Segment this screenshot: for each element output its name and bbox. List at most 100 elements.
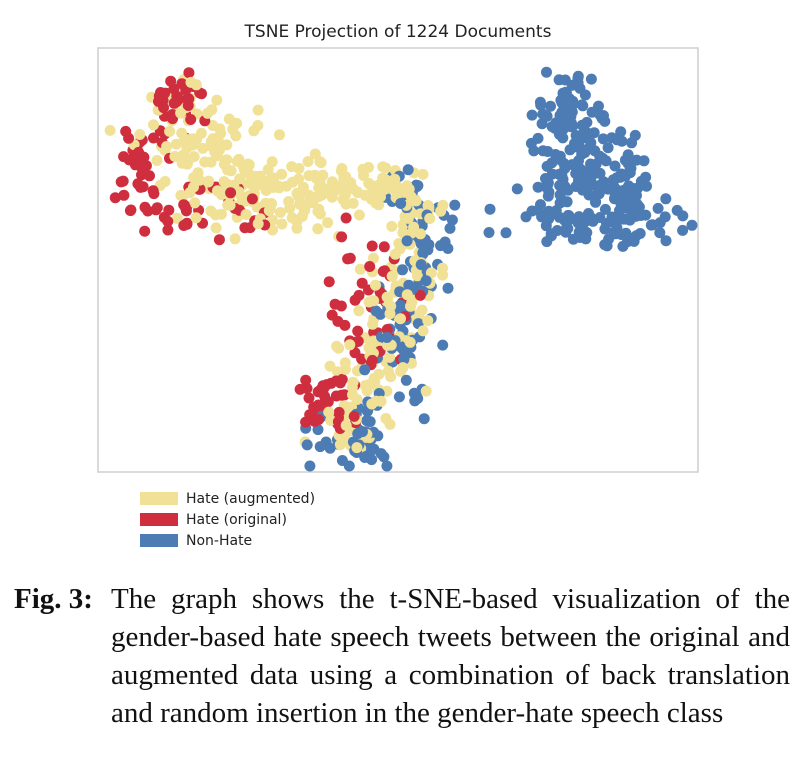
point-hate-augmented	[389, 248, 401, 260]
point-non-hate	[544, 209, 556, 221]
point-hate-original	[183, 67, 195, 79]
legend-label-hate-original: Hate (original)	[186, 511, 287, 528]
point-hate-augmented	[175, 107, 187, 119]
point-hate-original	[147, 185, 159, 197]
point-hate-original	[167, 113, 179, 125]
point-hate-augmented	[276, 218, 288, 230]
legend-label-non-hate: Non-Hate	[186, 532, 253, 549]
point-non-hate	[542, 190, 554, 202]
point-hate-original	[118, 189, 130, 201]
point-hate-augmented	[211, 94, 223, 106]
point-hate-augmented	[415, 228, 426, 240]
point-non-hate	[561, 222, 573, 234]
point-non-hate	[579, 89, 591, 101]
point-hate-augmented	[417, 325, 429, 337]
point-non-hate	[579, 170, 591, 182]
point-hate-original	[344, 252, 356, 264]
point-non-hate	[554, 189, 566, 201]
point-hate-augmented	[353, 305, 365, 317]
point-non-hate	[395, 198, 407, 209]
point-non-hate	[578, 224, 590, 236]
legend-label-hate-augmented: Hate (augmented)	[186, 490, 316, 507]
point-hate-original	[303, 392, 315, 404]
scatter-plot	[97, 47, 699, 473]
point-non-hate	[619, 213, 631, 225]
point-non-hate	[583, 189, 595, 201]
point-hate-original	[300, 416, 312, 428]
point-non-hate	[398, 353, 410, 365]
point-hate-original	[151, 202, 163, 214]
point-hate-augmented	[218, 176, 230, 188]
point-non-hate	[409, 395, 421, 407]
point-hate-augmented	[187, 139, 199, 151]
point-hate-augmented	[334, 439, 346, 451]
point-hate-augmented	[248, 125, 260, 137]
figure-label: Fig. 3:	[14, 583, 93, 615]
point-non-hate	[537, 145, 549, 157]
figure-caption: Fig. 3: The graph shows the t-SNE-based …	[14, 580, 790, 732]
point-hate-original	[318, 382, 330, 394]
point-hate-original	[213, 234, 225, 246]
point-hate-augmented	[351, 442, 363, 454]
point-hate-augmented	[177, 149, 189, 161]
point-hate-original	[139, 201, 151, 213]
point-hate-augmented	[382, 365, 394, 377]
point-hate-augmented	[405, 300, 416, 312]
point-hate-augmented	[354, 263, 366, 275]
point-non-hate	[602, 183, 614, 195]
point-non-hate	[686, 219, 698, 231]
point-hate-augmented	[260, 183, 272, 195]
point-hate-original	[109, 192, 121, 204]
point-hate-augmented	[199, 156, 211, 168]
point-non-hate	[420, 275, 432, 287]
chart-title: TSNE Projection of 1224 Documents	[244, 22, 552, 42]
point-hate-augmented	[229, 117, 241, 129]
legend-swatch-hate-original	[140, 513, 178, 526]
point-hate-augmented	[175, 189, 187, 201]
point-non-hate	[560, 86, 572, 98]
point-hate-augmented	[312, 223, 324, 235]
point-hate-augmented	[361, 385, 373, 397]
point-non-hate	[599, 239, 611, 251]
point-hate-augmented	[404, 336, 416, 348]
point-non-hate	[449, 199, 461, 211]
point-hate-original	[377, 266, 389, 277]
point-non-hate	[660, 235, 672, 247]
point-hate-augmented	[322, 217, 334, 229]
point-hate-augmented	[310, 173, 322, 184]
point-hate-original	[133, 146, 145, 158]
point-non-hate	[654, 227, 666, 239]
point-hate-augmented	[284, 202, 296, 214]
point-hate-augmented	[273, 180, 285, 192]
point-non-hate	[577, 128, 589, 139]
point-non-hate	[417, 247, 429, 259]
point-hate-original	[356, 353, 368, 365]
point-non-hate	[484, 203, 496, 215]
point-hate-augmented	[324, 360, 336, 372]
point-hate-original	[364, 261, 376, 272]
point-non-hate	[401, 235, 413, 247]
point-non-hate	[585, 73, 597, 85]
point-non-hate	[576, 99, 588, 111]
point-hate-original	[181, 218, 193, 230]
point-hate-original	[225, 187, 237, 199]
point-hate-original	[333, 406, 345, 418]
point-hate-augmented	[188, 181, 199, 193]
point-non-hate	[615, 126, 627, 138]
point-hate-augmented	[386, 220, 398, 232]
point-hate-augmented	[231, 155, 243, 167]
point-hate-original	[332, 315, 344, 327]
point-hate-augmented	[297, 198, 309, 210]
point-non-hate	[324, 442, 336, 454]
point-hate-original	[115, 176, 127, 188]
point-hate-augmented	[233, 186, 245, 198]
point-hate-augmented	[252, 179, 264, 191]
point-hate-augmented	[363, 161, 374, 173]
point-hate-original	[132, 178, 144, 190]
point-hate-augmented	[293, 173, 304, 185]
point-hate-augmented	[222, 199, 234, 211]
point-non-hate	[359, 452, 371, 463]
point-non-hate	[617, 240, 629, 252]
point-non-hate	[609, 193, 620, 205]
point-hate-original	[168, 83, 180, 95]
